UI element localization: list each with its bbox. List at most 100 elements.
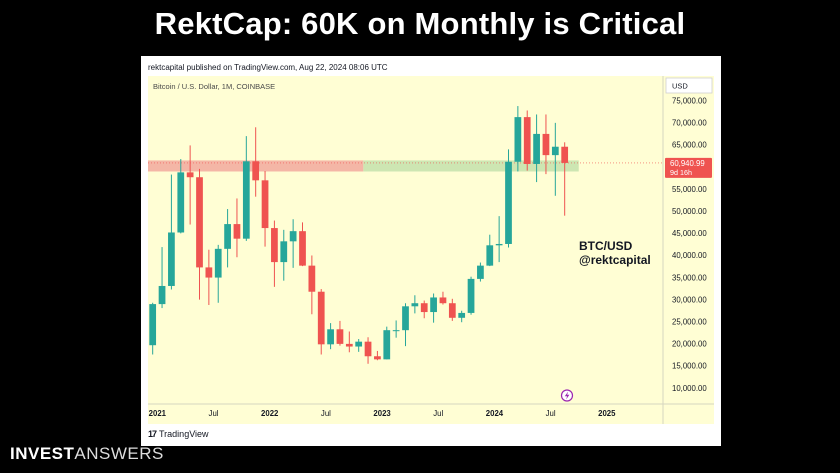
- candle[interactable]: [477, 262, 484, 282]
- tradingview-logo[interactable]: 17 TradingView: [148, 428, 209, 440]
- candle[interactable]: [561, 142, 569, 216]
- candle-body: [561, 146, 569, 163]
- candle-body: [383, 330, 391, 360]
- slide-title: RektCap: 60K on Monthly is Critical: [154, 6, 686, 41]
- candle-body: [392, 330, 400, 332]
- x-tick-label: 2022: [261, 409, 279, 418]
- candle[interactable]: [467, 276, 475, 315]
- candle[interactable]: [345, 331, 353, 353]
- candle-body: [430, 297, 437, 313]
- candle[interactable]: [149, 302, 157, 355]
- candle-body: [168, 232, 175, 286]
- investanswers-brand: INVESTANSWERS: [10, 444, 164, 464]
- candle[interactable]: [486, 234, 494, 267]
- candle-body: [280, 241, 288, 263]
- candle-body: [205, 267, 213, 278]
- candle-body: [196, 177, 203, 268]
- y-tick-label: 45,000.00: [672, 229, 707, 238]
- candle[interactable]: [336, 320, 344, 346]
- candle[interactable]: [383, 326, 391, 360]
- candle[interactable]: [186, 145, 194, 225]
- candle-body: [355, 341, 363, 347]
- candle[interactable]: [280, 229, 288, 281]
- y-tick-label: 35,000.00: [672, 273, 707, 282]
- candle[interactable]: [158, 247, 166, 309]
- candle[interactable]: [505, 149, 512, 248]
- annotation-author: @rektcapital: [579, 253, 651, 267]
- candle[interactable]: [327, 323, 334, 350]
- y-tick-label: 75,000.00: [672, 96, 707, 105]
- candle-body: [542, 133, 550, 156]
- y-tick-label: 30,000.00: [672, 295, 707, 304]
- lightning-event-icon[interactable]: [560, 389, 574, 402]
- candle[interactable]: [214, 244, 222, 303]
- candle[interactable]: [205, 249, 213, 305]
- candle[interactable]: [402, 303, 409, 347]
- y-tick-label: 65,000.00: [672, 141, 707, 150]
- published-info: rektcapital published on TradingView.com…: [148, 63, 388, 72]
- candle[interactable]: [374, 350, 381, 361]
- candle[interactable]: [364, 337, 372, 364]
- candle[interactable]: [252, 127, 260, 197]
- candle[interactable]: [168, 174, 175, 290]
- candle[interactable]: [392, 320, 400, 338]
- candle[interactable]: [448, 298, 456, 321]
- time-axis-background: [148, 404, 663, 424]
- candle-body: [533, 133, 540, 164]
- tradingview-mark-icon: 17: [148, 429, 157, 439]
- y-tick-label: 70,000.00: [672, 119, 707, 128]
- y-tick-label: 50,000.00: [672, 207, 707, 216]
- current-price-value: 60,940.99: [670, 159, 705, 168]
- candle[interactable]: [420, 300, 428, 319]
- candle[interactable]: [439, 291, 447, 305]
- candle[interactable]: [308, 255, 316, 315]
- candle[interactable]: [542, 114, 550, 175]
- x-tick-label: Jul: [209, 409, 219, 418]
- candle-body: [224, 224, 231, 249]
- candle-body: [467, 278, 475, 313]
- candle-body: [402, 306, 409, 331]
- x-tick-label: 2021: [149, 409, 167, 418]
- x-tick-label: 2024: [486, 409, 504, 418]
- candle-body: [411, 303, 419, 307]
- candle[interactable]: [196, 168, 203, 300]
- candle-body: [233, 224, 241, 239]
- candle[interactable]: [458, 310, 466, 323]
- candle-body: [448, 303, 456, 318]
- candle-body: [495, 243, 503, 246]
- candle[interactable]: [271, 220, 278, 287]
- candle[interactable]: [289, 219, 297, 268]
- candle[interactable]: [355, 339, 363, 352]
- candle[interactable]: [317, 289, 325, 355]
- candle[interactable]: [523, 110, 531, 171]
- brand-light: ANSWERS: [74, 444, 164, 463]
- candle[interactable]: [299, 222, 306, 267]
- candle[interactable]: [411, 295, 419, 314]
- candle-body: [477, 265, 484, 279]
- candle[interactable]: [233, 198, 241, 258]
- candle[interactable]: [533, 114, 540, 183]
- candle-body: [149, 304, 157, 346]
- candle-body: [299, 231, 306, 266]
- candle[interactable]: [495, 216, 503, 263]
- annotation-pair: BTC/USD: [579, 239, 633, 253]
- candle[interactable]: [177, 159, 185, 234]
- candle-body: [364, 341, 372, 357]
- candle-body: [420, 303, 428, 313]
- candle-body: [458, 312, 466, 318]
- currency-box[interactable]: [665, 77, 713, 94]
- candle[interactable]: [242, 136, 250, 241]
- x-tick-label: Jul: [321, 409, 331, 418]
- currency-label: USD: [672, 82, 688, 91]
- candle-body: [271, 228, 278, 263]
- candle-body: [345, 343, 353, 347]
- y-tick-label: 55,000.00: [672, 185, 707, 194]
- candlestick-chart[interactable]: 10,000.00 15,000.00 20,000.00 25,000.00 30,0…: [141, 56, 721, 446]
- candle[interactable]: [514, 106, 522, 172]
- candle[interactable]: [224, 209, 231, 268]
- candle[interactable]: [261, 171, 269, 247]
- candle-body: [242, 161, 250, 239]
- candle[interactable]: [551, 122, 559, 196]
- zone-support-green: [363, 160, 579, 172]
- candle[interactable]: [430, 293, 437, 323]
